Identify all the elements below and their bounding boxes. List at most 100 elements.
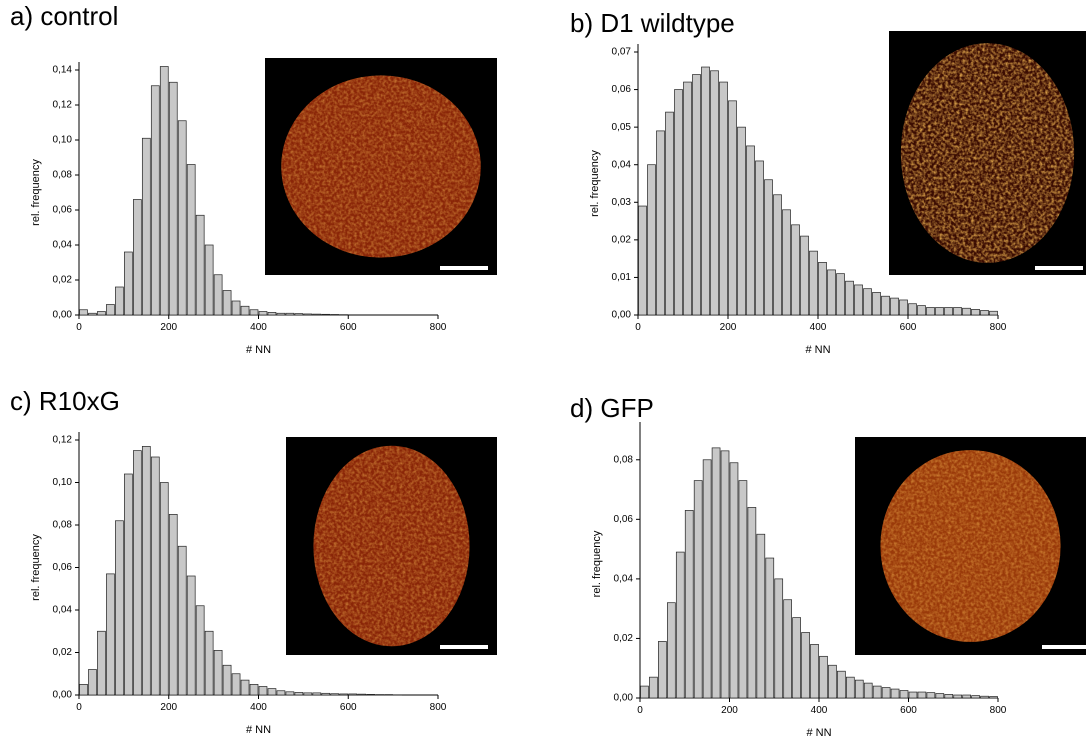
bar [357, 693, 367, 696]
bar [693, 480, 703, 699]
bar [240, 305, 250, 316]
bar [818, 262, 827, 316]
y-tick-label: 0,08 [614, 454, 634, 465]
y-tick-label: 0,04 [612, 159, 632, 170]
x-axis-label: # NN [246, 344, 271, 356]
bar [827, 269, 836, 316]
bar [782, 209, 791, 316]
bar [854, 679, 864, 699]
bar [294, 313, 304, 316]
bar [962, 307, 971, 316]
bar [801, 632, 810, 699]
y-tick-label: 0,00 [53, 690, 73, 701]
x-tick-label: 200 [160, 322, 177, 333]
bar [854, 284, 863, 316]
bar [159, 66, 169, 316]
bar [980, 695, 989, 699]
bar [97, 630, 106, 696]
bar [720, 450, 730, 699]
bar [231, 673, 241, 696]
bar [756, 533, 766, 699]
bar [711, 447, 721, 699]
x-tick-label: 400 [250, 702, 267, 713]
bar [899, 299, 908, 316]
x-tick-label: 0 [635, 322, 641, 333]
x-tick-label: 400 [250, 322, 267, 333]
bar [186, 164, 196, 316]
bar [719, 81, 728, 316]
y-tick-label: 0,08 [53, 170, 73, 181]
bar [809, 250, 818, 316]
bar [249, 684, 259, 696]
x-tick-label: 0 [76, 322, 82, 333]
y-tick-label: 0,02 [612, 234, 632, 245]
bar [747, 507, 757, 699]
y-tick-label: 0,07 [612, 47, 632, 58]
y-tick-label: 0,02 [53, 647, 73, 658]
y-tick-label: 0,02 [614, 633, 634, 644]
x-tick-label: 600 [900, 705, 917, 716]
x-axis-label: # NN [246, 724, 271, 736]
y-tick-label: 0,12 [53, 435, 73, 446]
y-axis-label: rel. frequency [30, 534, 42, 601]
bar [944, 694, 954, 699]
bar [285, 312, 295, 316]
bar [141, 137, 151, 316]
bar [692, 74, 701, 316]
bar [267, 312, 277, 316]
bar [115, 520, 124, 696]
bar [97, 311, 106, 316]
panel-title: a) control [10, 1, 118, 31]
bar [899, 690, 909, 699]
bar [258, 311, 268, 316]
y-tick-label: 0,06 [614, 514, 634, 525]
bar [150, 85, 160, 316]
scale-bar [440, 645, 488, 649]
x-tick-label: 0 [76, 702, 82, 713]
scale-bar [1042, 645, 1086, 649]
bar [863, 288, 872, 316]
x-tick-label: 600 [340, 322, 357, 333]
bar [738, 480, 748, 699]
bar [141, 446, 151, 696]
y-tick-label: 0,08 [53, 520, 73, 531]
panel-title: b) D1 wildtype [570, 8, 735, 38]
nucleus-texture [281, 75, 481, 258]
bar [674, 89, 683, 316]
bar [917, 305, 926, 316]
y-tick-label: 0,10 [53, 135, 73, 146]
bar [150, 456, 160, 696]
bar [88, 669, 97, 696]
bar [312, 313, 322, 316]
bar [989, 696, 998, 699]
bar [701, 66, 710, 316]
bar [124, 251, 133, 316]
y-tick-label: 0,06 [53, 205, 73, 216]
bar [890, 688, 900, 699]
y-tick-label: 0,06 [612, 84, 632, 95]
bar [647, 164, 656, 316]
bar [764, 179, 773, 316]
bar [755, 160, 764, 316]
x-tick-label: 800 [430, 322, 447, 333]
bar [926, 692, 936, 699]
y-tick-label: 0,12 [53, 100, 73, 111]
bar [935, 693, 945, 699]
bar [971, 309, 980, 316]
y-tick-label: 0,14 [53, 65, 73, 76]
bar [106, 304, 115, 316]
bar [872, 292, 881, 316]
bar [665, 111, 674, 316]
bar [294, 692, 304, 696]
bar [177, 120, 187, 316]
bar [231, 300, 241, 316]
bar [321, 692, 331, 696]
bar [989, 310, 998, 316]
bar [249, 309, 259, 316]
y-tick-label: 0,02 [53, 275, 73, 286]
y-tick-label: 0,05 [612, 122, 632, 133]
bar [222, 290, 232, 316]
bar [845, 280, 854, 316]
bar [765, 557, 775, 699]
